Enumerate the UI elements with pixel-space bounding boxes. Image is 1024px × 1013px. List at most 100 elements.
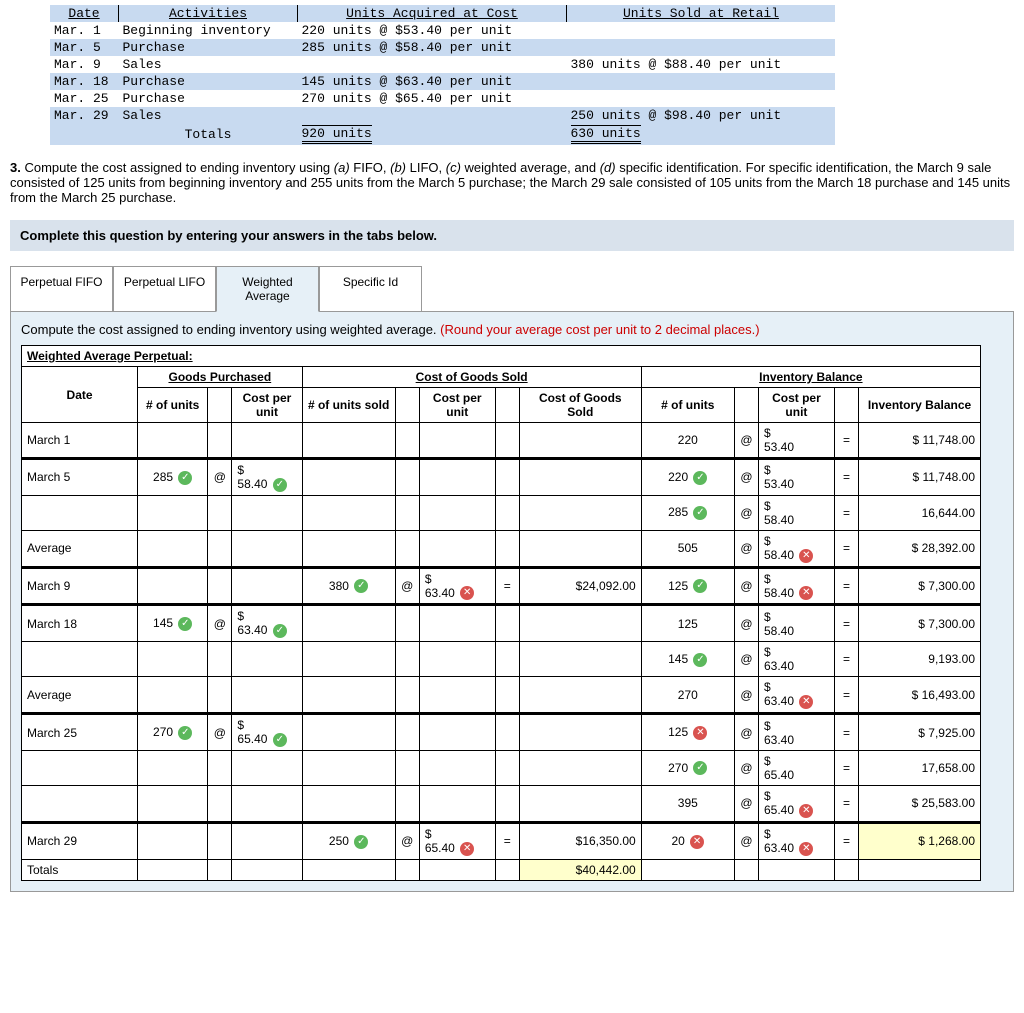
cell-date: March 29 [22, 822, 138, 859]
cell-gp-c[interactable] [232, 642, 302, 677]
cell-cs-c[interactable]: $63.40 ✕ [419, 567, 495, 605]
cell-gp-c[interactable] [232, 750, 302, 785]
cell-ib-c[interactable]: $63.40 [758, 714, 834, 751]
calc-table: Weighted Average Perpetual: Date Goods P… [21, 345, 981, 881]
cell-cs-u[interactable] [302, 859, 395, 880]
cell-ib-u[interactable]: 285 ✓ [641, 495, 734, 530]
cell-gp-u[interactable] [138, 859, 208, 880]
cell-gp-c[interactable] [232, 567, 302, 605]
top-date: Mar. 25 [50, 90, 119, 107]
cell-gp-u[interactable] [138, 677, 208, 714]
cell-ib-u[interactable]: 270 [641, 677, 734, 714]
totals-acq: 920 units [298, 124, 567, 145]
cell-gp-c[interactable] [232, 859, 302, 880]
cell-ib-u[interactable]: 125 ✓ [641, 567, 734, 605]
top-act: Purchase [119, 90, 298, 107]
cell-ib-c[interactable] [758, 859, 834, 880]
cell-gp-u[interactable] [138, 785, 208, 822]
cell-gp-u[interactable] [138, 530, 208, 567]
cell-ib-c[interactable]: $65.40 [758, 750, 834, 785]
cell-cs-c[interactable] [419, 495, 495, 530]
cell-cs-u[interactable] [302, 642, 395, 677]
cell-gp-u[interactable] [138, 495, 208, 530]
cell-gp-c[interactable] [232, 495, 302, 530]
cell-cs-u[interactable] [302, 459, 395, 496]
cell-cs-u[interactable] [302, 714, 395, 751]
cell-cs-u[interactable]: 250 ✓ [302, 822, 395, 859]
cell-ib-c[interactable]: $63.40 ✕ [758, 677, 834, 714]
cell-gp-c[interactable] [232, 530, 302, 567]
cell-cs-t [519, 495, 641, 530]
cell-cs-u[interactable] [302, 530, 395, 567]
cell-cs-c[interactable] [419, 642, 495, 677]
cell-ib-u[interactable]: 395 [641, 785, 734, 822]
cell-ib-u[interactable]: 505 [641, 530, 734, 567]
cell-ib-c[interactable]: $58.40 ✕ [758, 567, 834, 605]
cell-ib-t: 16,644.00 [859, 495, 981, 530]
cell-gp-c[interactable]: $58.40 ✓ [232, 459, 302, 496]
cell-cs-c[interactable] [419, 714, 495, 751]
cell-ib-u[interactable] [641, 859, 734, 880]
tab-specific-id[interactable]: Specific Id [319, 266, 422, 312]
cell-ib-c[interactable]: $63.40 ✕ [758, 822, 834, 859]
cross-icon: ✕ [799, 804, 813, 818]
cell-ib-c[interactable]: $63.40 [758, 642, 834, 677]
cell-gp-c[interactable]: $65.40 ✓ [232, 714, 302, 751]
cell-gp-u[interactable]: 270 ✓ [138, 714, 208, 751]
cell-gp-c[interactable] [232, 423, 302, 459]
cell-cs-c[interactable] [419, 859, 495, 880]
tabs: Perpetual FIFOPerpetual LIFOWeighted Ave… [10, 266, 1014, 312]
cell-gp-u[interactable] [138, 750, 208, 785]
cell-cs-u[interactable]: 380 ✓ [302, 567, 395, 605]
cell-gp-u[interactable] [138, 423, 208, 459]
cell-ib-c[interactable]: $65.40 ✕ [758, 785, 834, 822]
cell-cs-u[interactable] [302, 423, 395, 459]
cell-ib-u[interactable]: 270 ✓ [641, 750, 734, 785]
cross-icon: ✕ [690, 835, 704, 849]
cell-cs-c[interactable] [419, 605, 495, 642]
cell-cs-u[interactable] [302, 605, 395, 642]
cell-cs-c[interactable] [419, 750, 495, 785]
top-date: Mar. 1 [50, 22, 119, 39]
sec-ib: Inventory Balance [641, 367, 980, 388]
cell-ib-c[interactable]: $58.40 ✕ [758, 530, 834, 567]
cell-ib-u[interactable]: 125 ✕ [641, 714, 734, 751]
cell-ib-c[interactable]: $58.40 [758, 605, 834, 642]
top-sold [567, 73, 836, 90]
cell-cs-c[interactable] [419, 785, 495, 822]
cell-gp-u[interactable] [138, 642, 208, 677]
cell-gp-u[interactable] [138, 822, 208, 859]
cell-ib-c[interactable]: $58.40 [758, 495, 834, 530]
cell-cs-u[interactable] [302, 495, 395, 530]
cell-ib-u[interactable]: 220 ✓ [641, 459, 734, 496]
cell-cs-u[interactable] [302, 785, 395, 822]
cell-ib-c[interactable]: $53.40 [758, 423, 834, 459]
cell-cs-c[interactable] [419, 530, 495, 567]
cell-gp-c[interactable] [232, 677, 302, 714]
cell-ib-u[interactable]: 220 [641, 423, 734, 459]
top-acq: 285 units @ $58.40 per unit [298, 39, 567, 56]
cell-gp-u[interactable]: 285 ✓ [138, 459, 208, 496]
tab-perpetual-lifo[interactable]: Perpetual LIFO [113, 266, 216, 312]
cell-gp-u[interactable] [138, 567, 208, 605]
cell-cs-c[interactable] [419, 677, 495, 714]
cell-ib-u[interactable]: 20 ✕ [641, 822, 734, 859]
tab-weighted-average[interactable]: Weighted Average [216, 266, 319, 312]
cell-gp-c[interactable]: $63.40 ✓ [232, 605, 302, 642]
cell-cs-u[interactable] [302, 750, 395, 785]
cell-cs-c[interactable]: $65.40 ✕ [419, 822, 495, 859]
cell-cs-t [519, 677, 641, 714]
cell-ib-c[interactable]: $53.40 [758, 459, 834, 496]
cs-cost: Cost per unit [419, 388, 495, 423]
cell-cs-c[interactable] [419, 459, 495, 496]
cell-cs-c[interactable] [419, 423, 495, 459]
cell-gp-c[interactable] [232, 822, 302, 859]
cell-cs-u[interactable] [302, 677, 395, 714]
cell-gp-c[interactable] [232, 785, 302, 822]
tab-perpetual-fifo[interactable]: Perpetual FIFO [10, 266, 113, 312]
cell-ib-u[interactable]: 125 [641, 605, 734, 642]
cell-ib-u[interactable]: 145 ✓ [641, 642, 734, 677]
ib-units: # of units [641, 388, 734, 423]
transactions-table: DateActivitiesUnits Acquired at CostUnit… [50, 5, 835, 145]
cell-gp-u[interactable]: 145 ✓ [138, 605, 208, 642]
